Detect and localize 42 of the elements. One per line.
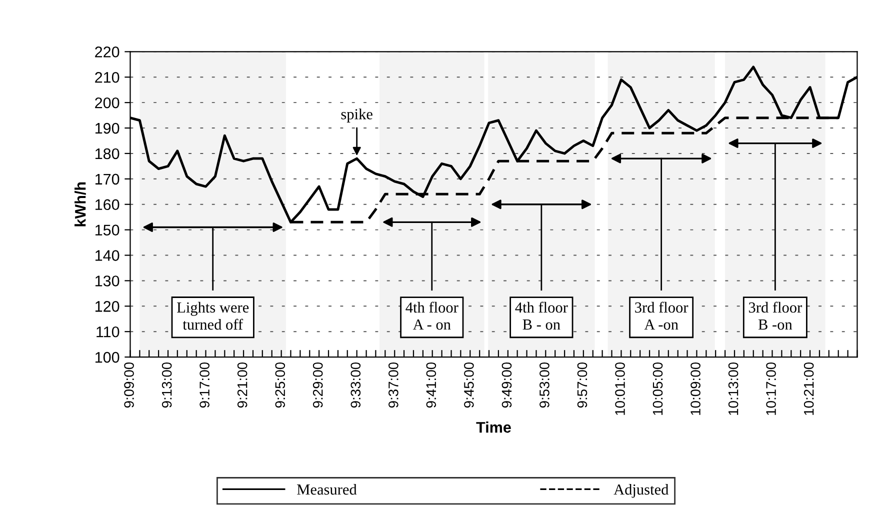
y-tick-label: 180 xyxy=(95,148,120,160)
y-axis-title: kWh/h xyxy=(74,182,86,226)
y-tick-label: 160 xyxy=(95,199,120,210)
x-tick-label: 9:13:00 xyxy=(162,362,172,408)
band-label: 4th floor B - on xyxy=(515,302,568,330)
x-tick-label: 10:09:00 xyxy=(690,362,700,415)
band-label: Lights were turned off xyxy=(177,302,249,330)
y-tick-label: 190 xyxy=(95,122,120,134)
y-tick-label: 120 xyxy=(95,301,120,312)
x-tick-label: 9:53:00 xyxy=(540,362,550,408)
y-tick-label: 110 xyxy=(96,326,120,338)
y-tick-label: 220 xyxy=(95,46,120,58)
x-tick-label: 9:25:00 xyxy=(275,362,286,408)
legend-label: Adjusted xyxy=(614,484,669,498)
band-label: 4th floor A - on xyxy=(406,302,458,330)
x-tick-label: 10:01:00 xyxy=(615,362,625,415)
x-tick-label: 9:29:00 xyxy=(312,362,323,408)
y-tick-label: 210 xyxy=(95,72,120,83)
y-tick-label: 150 xyxy=(95,224,120,236)
y-tick-label: 140 xyxy=(95,250,120,261)
x-tick-label: 9:21:00 xyxy=(237,362,248,408)
x-tick-label: 9:17:00 xyxy=(200,362,210,408)
legend-label: Measured xyxy=(297,484,357,495)
x-tick-label: 10:17:00 xyxy=(766,362,776,415)
x-tick-label: 9:37:00 xyxy=(388,362,398,408)
x-axis-title: Time xyxy=(476,422,511,433)
y-tick-label: 100 xyxy=(95,352,120,363)
x-tick-label: 9:33:00 xyxy=(350,362,361,408)
x-tick-label: 9:49:00 xyxy=(502,362,512,408)
band-label: 3rd floor B -on xyxy=(748,302,802,330)
band-label: 3rd floor A -on xyxy=(635,302,688,330)
x-tick-label: 10:21:00 xyxy=(804,362,814,415)
x-tick-label: 10:05:00 xyxy=(652,362,663,415)
y-tick-label: 170 xyxy=(95,174,120,185)
x-tick-label: 9:57:00 xyxy=(577,362,588,408)
annotation: spike xyxy=(341,108,372,122)
y-tick-label: 130 xyxy=(95,276,120,286)
x-tick-label: 9:41:00 xyxy=(426,362,436,408)
x-tick-label: 9:45:00 xyxy=(464,362,474,408)
y-tick-label: 200 xyxy=(95,97,120,108)
x-tick-label: 9:09:00 xyxy=(124,362,134,408)
x-tick-label: 10:13:00 xyxy=(728,362,738,415)
